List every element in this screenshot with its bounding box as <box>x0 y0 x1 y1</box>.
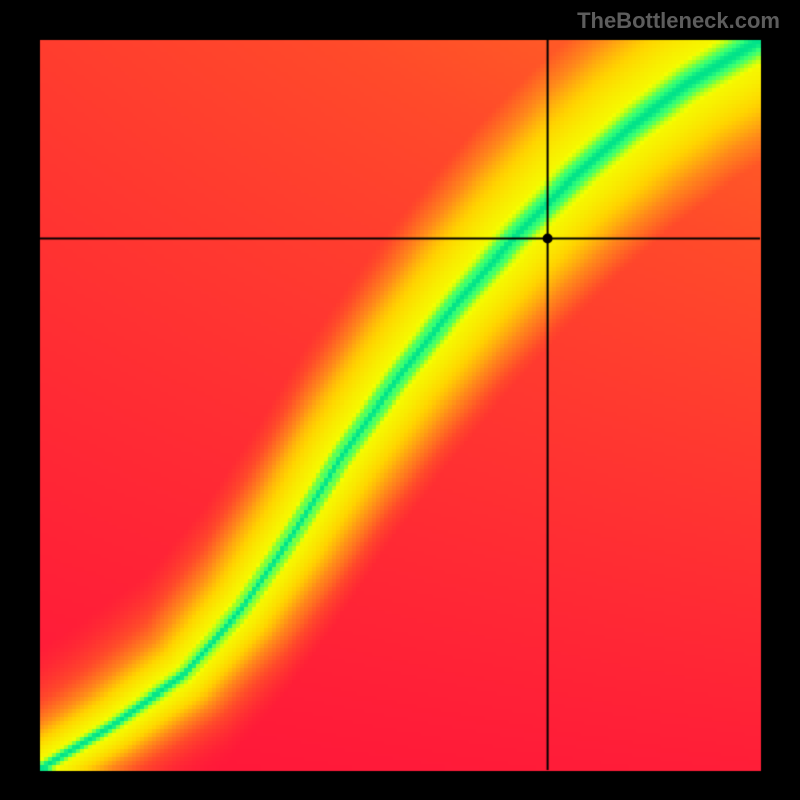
watermark-text: TheBottleneck.com <box>577 8 780 34</box>
chart-container: TheBottleneck.com <box>0 0 800 800</box>
heatmap-canvas <box>0 0 800 800</box>
